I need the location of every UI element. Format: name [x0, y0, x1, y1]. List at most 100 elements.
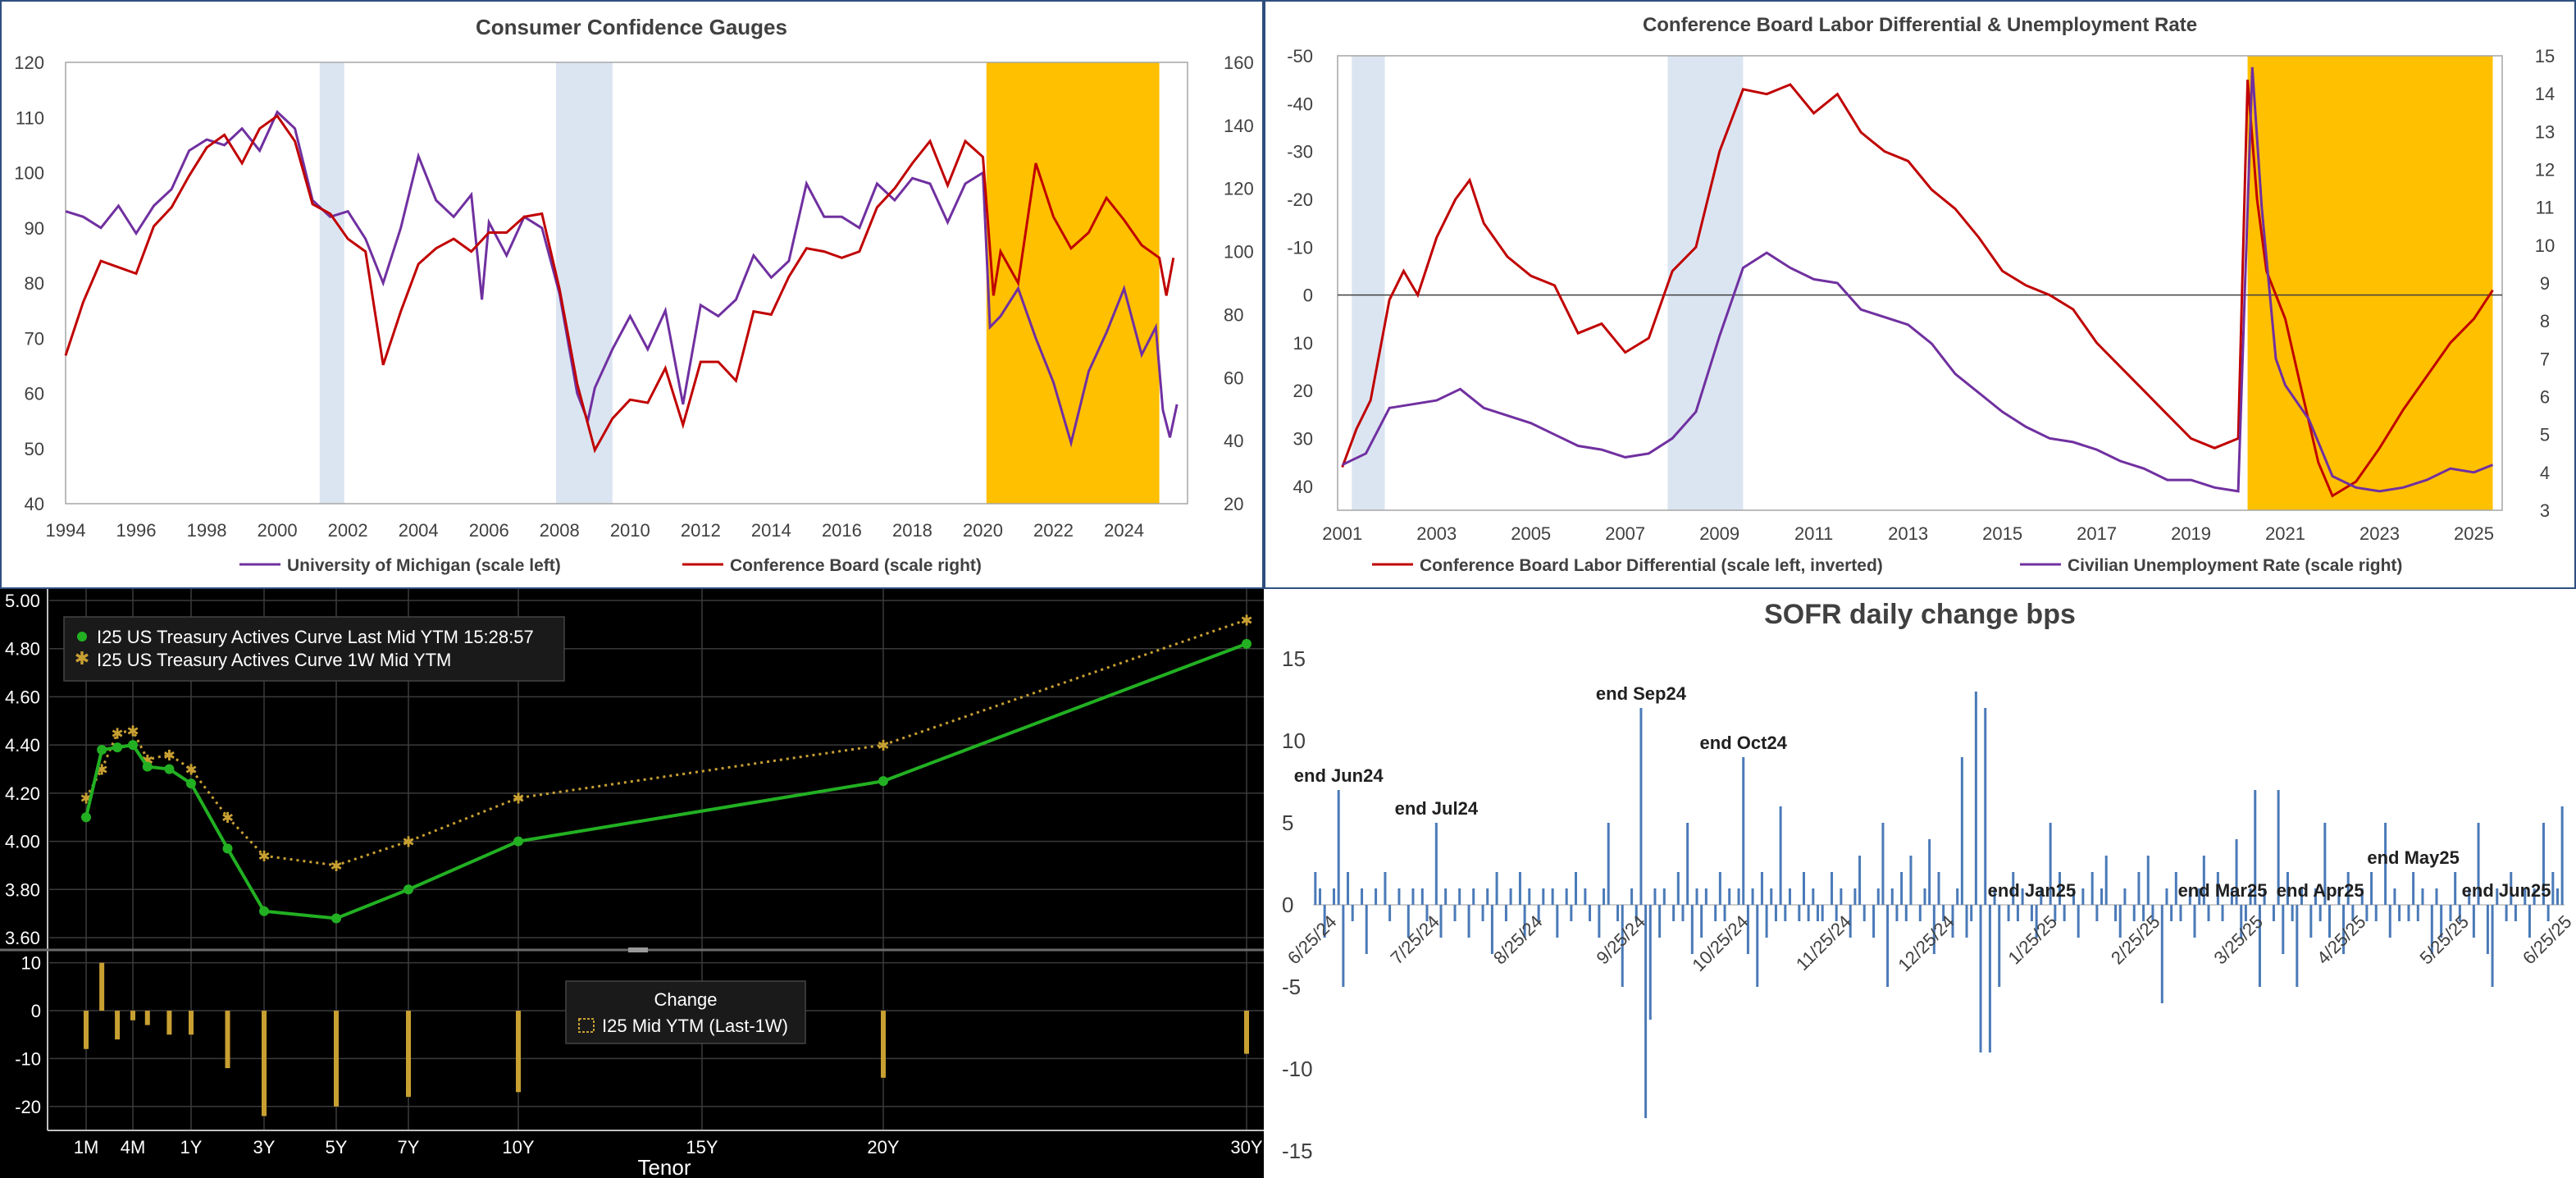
- sofr-bar: [2058, 872, 2061, 905]
- unemployment-series-line: [1342, 66, 2494, 493]
- y-right-tick-label: 10: [2535, 235, 2555, 256]
- sofr-bar: [1337, 790, 1340, 905]
- sofr-bar: [1904, 905, 1908, 921]
- x-tick-label: 30Y: [1230, 1137, 1262, 1157]
- sofr-bar: [1970, 905, 1973, 921]
- sofr-bar: [2323, 823, 2327, 905]
- y-left-tick-label: -30: [1287, 142, 1313, 162]
- labor-differential-panel: Conference Board Labor Differential & Un…: [1264, 0, 2576, 589]
- x-tick-label: 2012: [681, 520, 721, 541]
- curve-1w-point: ✱: [112, 725, 124, 742]
- michigan-series-line: [65, 109, 1179, 448]
- change-bar: [262, 1011, 267, 1116]
- sofr-bar: [2012, 872, 2015, 905]
- legend-label: Conference Board (scale right): [730, 556, 982, 575]
- sofr-bar: [1807, 905, 1810, 921]
- sofr-bar: [2235, 839, 2238, 905]
- y-left-tick-label: 40: [1293, 477, 1313, 497]
- sofr-bar: [1881, 823, 1885, 905]
- curve-1w-point: ✱: [126, 724, 139, 741]
- sofr-bar: [1849, 905, 1852, 938]
- y-left-tick-label: 20: [1293, 381, 1313, 401]
- sofr-bar: [1528, 888, 1531, 905]
- sofr-bar: [2491, 905, 2494, 987]
- curve-1w-point: ✱: [402, 834, 414, 852]
- sofr-bar: [1756, 905, 1759, 987]
- sofr-bar: [1695, 888, 1698, 905]
- sofr-bar: [2309, 905, 2313, 938]
- sofr-bar: [2165, 888, 2168, 905]
- sofr-bar: [1486, 888, 1489, 905]
- sofr-bar: [1323, 905, 1326, 938]
- sofr-bar: [2021, 888, 2024, 905]
- labor-differential-chart: Conference Board Labor Differential & Un…: [1287, 14, 2555, 575]
- sofr-bar: [2454, 872, 2457, 905]
- x-tick-label: 2024: [1104, 520, 1144, 541]
- sofr-bar: [1434, 823, 1438, 905]
- month-end-annotation: end Jul24: [1395, 798, 1479, 819]
- sofr-bar: [1998, 905, 2001, 987]
- curve-1w-point: ✱: [221, 810, 234, 827]
- sofr-bar: [1909, 856, 1913, 905]
- sofr-bar: [2314, 888, 2318, 905]
- x-tick-label: 7Y: [398, 1137, 420, 1157]
- x-tick-label: 2022: [1033, 520, 1074, 541]
- labor-differential-series-line: [1341, 80, 2494, 498]
- sofr-bar: [1365, 905, 1368, 954]
- x-tick-label: 2003: [1416, 523, 1457, 544]
- x-tick-label: 2004: [399, 520, 439, 541]
- y-tick-label: 0: [1282, 893, 1293, 917]
- sofr-bar: [2072, 888, 2076, 905]
- sofr-bar: [1458, 888, 1461, 905]
- y-left-tick-label: 50: [25, 439, 44, 459]
- y-left-tick-label: 40: [25, 494, 44, 514]
- treasury-curve-chart: 3.60 3.80 4.00 4.20 4.40 4.60 4.80 5.00 I25 US T…: [0, 589, 1264, 1178]
- month-end-annotation: end Jan25: [1988, 880, 2077, 901]
- x-tick-label: 5/25/25: [2415, 911, 2473, 969]
- sofr-bar: [2114, 905, 2118, 921]
- sofr-bar: [2300, 888, 2303, 905]
- sofr-bar: [2146, 856, 2150, 905]
- treasury-curve-panel: 3.60 3.80 4.00 4.20 4.40 4.60 4.80 5.00 I25 US T…: [0, 589, 1264, 1178]
- curve-last-point: [403, 884, 413, 895]
- sofr-bar: [1718, 872, 1721, 905]
- y-left-tick-label: -20: [1287, 189, 1313, 210]
- y-right-tick-label: 7: [2540, 349, 2550, 369]
- x-tick-label: 2017: [2077, 523, 2117, 544]
- sofr-bar: [1621, 905, 1624, 987]
- change-y-tick-label: 0: [31, 1001, 41, 1021]
- pane-resize-handle: [628, 947, 648, 952]
- change-bar: [516, 1011, 521, 1093]
- legend-marker-1w: ✱: [75, 649, 89, 669]
- sofr-bar: [2505, 905, 2508, 921]
- curve-last-point: [222, 843, 233, 854]
- sofr-bar: [1361, 888, 1364, 905]
- sofr-bar: [2435, 888, 2438, 905]
- sofr-bar: [2118, 905, 2122, 938]
- x-tick-label: 2000: [258, 520, 298, 541]
- curve-last-point: [97, 745, 107, 756]
- sofr-bar: [2560, 806, 2564, 905]
- sofr-bar: [2179, 905, 2182, 921]
- sofr-bar: [2249, 888, 2252, 905]
- x-tick-label: 7/25/24: [1386, 911, 1443, 969]
- sofr-bar: [2365, 905, 2369, 921]
- sofr-bar: [2207, 905, 2210, 921]
- change-bar: [115, 1011, 121, 1040]
- x-tick-label: 2020: [963, 520, 1003, 541]
- sofr-bar: [2486, 905, 2489, 954]
- x-tick-label: 4M: [121, 1137, 146, 1157]
- sofr-bar: [1598, 905, 1601, 938]
- change-y-tick-label: -20: [15, 1097, 41, 1117]
- sofr-bar: [1895, 905, 1899, 921]
- sofr-bar: [1630, 888, 1634, 905]
- sofr-bar: [1742, 757, 1745, 905]
- sofr-bar: [2430, 905, 2433, 954]
- sofr-bar: [2230, 888, 2233, 905]
- sofr-bar: [1937, 872, 1940, 905]
- sofr-bar: [2398, 905, 2401, 921]
- sofr-bar: [1635, 905, 1638, 921]
- y-left-tick-label: 0: [1303, 285, 1313, 306]
- change-bar: [99, 962, 105, 1011]
- y-left-tick-label: 90: [25, 218, 44, 239]
